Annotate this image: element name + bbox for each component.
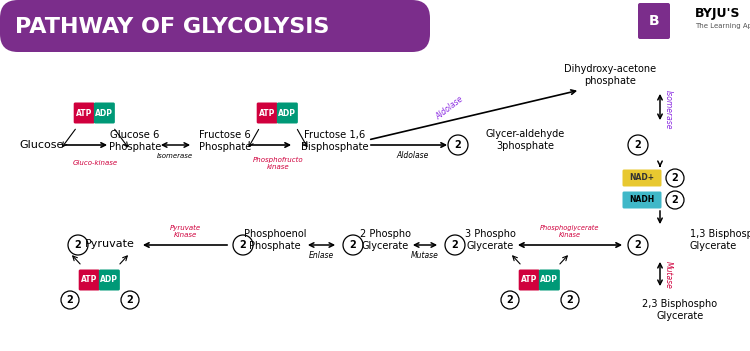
- Text: Isomerase: Isomerase: [664, 90, 673, 130]
- Text: 2: 2: [67, 295, 74, 305]
- Text: NAD+: NAD+: [629, 173, 655, 183]
- Text: Isomerase: Isomerase: [157, 153, 193, 159]
- Circle shape: [628, 235, 648, 255]
- Circle shape: [666, 191, 684, 209]
- Text: Glycer-aldehyde
3phosphate: Glycer-aldehyde 3phosphate: [485, 129, 565, 151]
- Text: Pyruvate: Pyruvate: [85, 239, 135, 249]
- Circle shape: [343, 235, 363, 255]
- Text: Gluco-kinase: Gluco-kinase: [73, 160, 118, 166]
- Text: 3 Phospho
Glycerate: 3 Phospho Glycerate: [464, 229, 515, 251]
- Text: 2 Phospho
Glycerate: 2 Phospho Glycerate: [359, 229, 410, 251]
- Text: 2: 2: [672, 173, 678, 183]
- Text: 2,3 Bisphospho
Glycerate: 2,3 Bisphospho Glycerate: [643, 299, 718, 321]
- Text: BYJU'S: BYJU'S: [695, 7, 740, 20]
- Text: 2: 2: [350, 240, 356, 250]
- Text: ADP: ADP: [95, 108, 113, 118]
- FancyBboxPatch shape: [538, 270, 560, 291]
- Circle shape: [561, 291, 579, 309]
- FancyBboxPatch shape: [622, 192, 662, 208]
- Text: ADP: ADP: [100, 276, 118, 285]
- Text: Phosphoglycerate
Kinase: Phosphoglycerate Kinase: [540, 224, 600, 238]
- FancyBboxPatch shape: [277, 102, 298, 124]
- Text: The Learning App: The Learning App: [695, 23, 750, 29]
- Text: Mutase: Mutase: [411, 252, 439, 260]
- FancyBboxPatch shape: [256, 102, 278, 124]
- Text: 2: 2: [240, 240, 246, 250]
- FancyBboxPatch shape: [638, 3, 670, 39]
- Text: Aldolase: Aldolase: [434, 94, 466, 121]
- Text: Enlase: Enlase: [308, 252, 334, 260]
- Circle shape: [121, 291, 139, 309]
- Circle shape: [628, 135, 648, 155]
- Text: Fructose 1,6
Bisphosphate: Fructose 1,6 Bisphosphate: [302, 130, 369, 152]
- FancyBboxPatch shape: [0, 0, 430, 52]
- Text: Glucose: Glucose: [20, 140, 64, 150]
- Text: NADH: NADH: [629, 196, 655, 205]
- FancyBboxPatch shape: [94, 102, 115, 124]
- Text: 2: 2: [634, 140, 641, 150]
- FancyBboxPatch shape: [519, 270, 540, 291]
- Text: 2: 2: [672, 195, 678, 205]
- FancyBboxPatch shape: [622, 170, 662, 186]
- Text: 2: 2: [507, 295, 513, 305]
- Text: Dihydroxy-acetone
phosphate: Dihydroxy-acetone phosphate: [564, 64, 656, 86]
- Text: 2: 2: [452, 240, 458, 250]
- Text: Aldolase: Aldolase: [397, 152, 429, 160]
- FancyBboxPatch shape: [79, 270, 100, 291]
- Text: 1,3 Bisphospho
Glycerate: 1,3 Bisphospho Glycerate: [690, 229, 750, 251]
- Text: B: B: [649, 14, 659, 28]
- Text: PATHWAY OF GLYCOLYSIS: PATHWAY OF GLYCOLYSIS: [15, 17, 329, 37]
- Text: ATP: ATP: [76, 108, 92, 118]
- Circle shape: [666, 169, 684, 187]
- Text: 2: 2: [74, 240, 81, 250]
- Text: ATP: ATP: [81, 276, 98, 285]
- Text: Pyruvate
Kinase: Pyruvate Kinase: [170, 224, 200, 238]
- Text: 2: 2: [454, 140, 461, 150]
- FancyBboxPatch shape: [74, 102, 94, 124]
- Text: 2: 2: [634, 240, 641, 250]
- Text: Fructose 6
Phosphate: Fructose 6 Phosphate: [199, 130, 251, 152]
- Circle shape: [445, 235, 465, 255]
- Circle shape: [68, 235, 88, 255]
- Circle shape: [501, 291, 519, 309]
- FancyBboxPatch shape: [99, 270, 120, 291]
- Text: Phosphofructo
kinase: Phosphofructo kinase: [253, 157, 303, 170]
- Text: 2: 2: [127, 295, 134, 305]
- Text: ADP: ADP: [540, 276, 558, 285]
- Text: 2: 2: [567, 295, 573, 305]
- Text: ATP: ATP: [521, 276, 538, 285]
- Text: Mutase: Mutase: [664, 261, 673, 289]
- Text: ATP: ATP: [259, 108, 275, 118]
- Circle shape: [233, 235, 253, 255]
- Text: ADP: ADP: [278, 108, 296, 118]
- Circle shape: [448, 135, 468, 155]
- Text: Glucose 6
Phosphate: Glucose 6 Phosphate: [109, 130, 161, 152]
- Text: Phosphoenol
Phosphate: Phosphoenol Phosphate: [244, 229, 306, 251]
- Circle shape: [61, 291, 79, 309]
